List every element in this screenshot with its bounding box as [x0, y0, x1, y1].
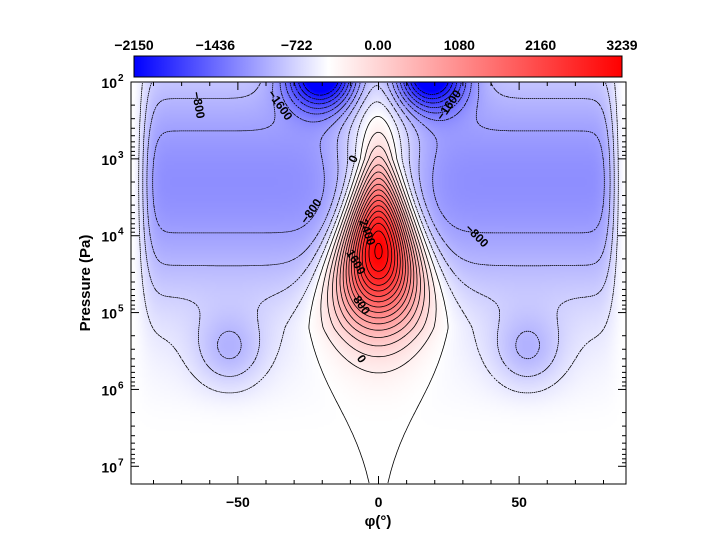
y-tick-label: 10	[101, 229, 117, 245]
contour-line	[342, 178, 415, 325]
colorbar: −2150 −1436 −722 0.00 1080 2160 3239	[114, 37, 638, 78]
contour-line	[368, 230, 389, 272]
y-tick-exponent: 5	[118, 304, 124, 315]
colorbar-tick-label: −722	[281, 37, 313, 53]
colorbar-gradient	[133, 55, 623, 78]
contour-line	[336, 164, 421, 338]
contour-line	[302, 82, 449, 96]
heatmap-raster	[131, 82, 626, 484]
colorbar-tick-label: −1436	[196, 37, 236, 53]
contour-line	[308, 116, 449, 484]
contour-line	[289, 82, 462, 109]
contour-line	[285, 82, 467, 115]
contour-line	[345, 183, 412, 319]
contour-lines	[138, 82, 619, 484]
contour-line	[359, 210, 398, 292]
contour-line	[142, 82, 615, 377]
colorbar-tick-label: −2150	[114, 37, 154, 53]
contour-line	[374, 243, 383, 260]
contour-line	[356, 205, 401, 297]
contour-line	[146, 82, 611, 360]
contour-line	[152, 82, 605, 234]
contour-line	[332, 156, 425, 347]
contour-line	[351, 194, 406, 308]
contour-line	[327, 145, 430, 358]
y-tick-label: 10	[101, 459, 117, 475]
x-tick-label: −50	[226, 494, 250, 510]
y-axis-title: Pressure (Pa)	[77, 235, 94, 332]
colorbar-tick-labels: −2150 −1436 −722 0.00 1080 2160 3239	[114, 37, 637, 53]
contour-line	[361, 216, 396, 286]
y-tick-label: 10	[101, 75, 117, 91]
y-tick-label: 10	[101, 382, 117, 398]
y-tick-label: 10	[101, 306, 117, 322]
contour-label: −800	[189, 91, 208, 120]
contour-line	[348, 189, 409, 313]
contour-line	[364, 222, 393, 280]
y-tick-exponent: 3	[118, 150, 124, 161]
x-tick-label: 0	[375, 494, 383, 510]
x-axis-title: φ(°)	[365, 513, 392, 530]
contour-line	[294, 82, 458, 105]
y-tick-exponent: 4	[118, 227, 124, 238]
contour-line	[339, 171, 418, 331]
heatmap-field	[131, 82, 626, 484]
y-tick-exponent: 2	[118, 73, 124, 84]
colorbar-tick-label: 1080	[444, 37, 475, 53]
contour-line	[279, 82, 472, 123]
contour-line	[320, 131, 437, 374]
y-tick-exponent: 7	[118, 457, 124, 468]
contour-line	[138, 82, 619, 394]
y-tick-label: 10	[101, 152, 117, 168]
y-tick-exponent: 6	[118, 380, 124, 391]
contour-line	[298, 82, 453, 100]
contour-line	[353, 200, 404, 303]
colorbar-tick-label: 0.00	[364, 37, 391, 53]
x-axis-ticks: −50 0 50	[153, 82, 604, 510]
colorbar-tick-label: 3239	[606, 37, 637, 53]
colorbar-tick-label: 2160	[525, 37, 556, 53]
x-tick-label: 50	[511, 494, 527, 510]
